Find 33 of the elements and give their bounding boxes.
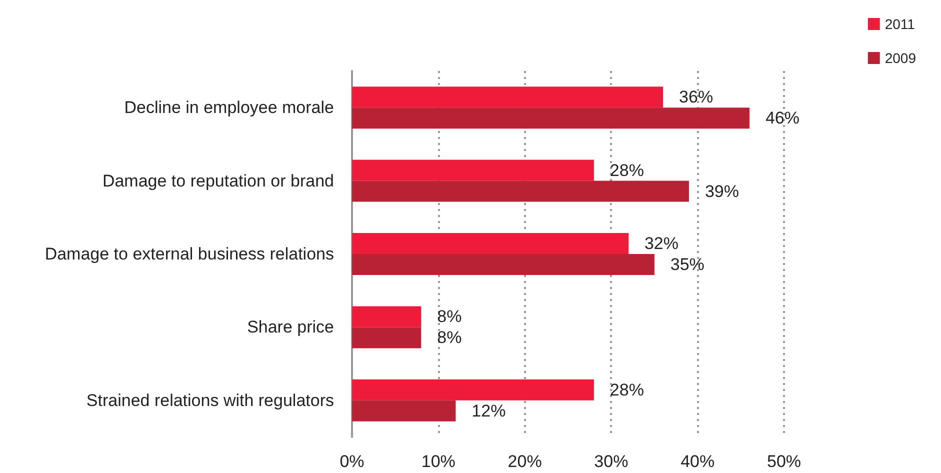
data-label: 8% [437, 307, 462, 326]
legend-label: 2009 [884, 50, 916, 66]
legend-label: 2011 [884, 16, 916, 32]
bar [352, 400, 456, 422]
data-label: 39% [704, 182, 739, 201]
data-label: 12% [472, 401, 506, 420]
bar [352, 108, 750, 129]
data-label: 32% [644, 234, 679, 253]
data-label: 8% [437, 328, 462, 348]
y-tick-label: Strained relations with regulators [86, 390, 334, 410]
x-tick-label: 50% [766, 452, 802, 471]
bar [352, 160, 594, 181]
y-tick-label: Share price [247, 318, 334, 337]
bar [352, 254, 654, 275]
bar [352, 180, 689, 202]
bar [352, 86, 664, 108]
bar [352, 379, 594, 400]
data-label: 46% [765, 108, 800, 128]
x-tick-label: 0% [340, 452, 364, 471]
x-tick-label: 20% [508, 452, 542, 471]
x-tick-label: 40% [680, 452, 715, 471]
y-tick-label: Damage to reputation or brand [102, 171, 334, 190]
x-tick-label: 10% [421, 452, 456, 471]
data-label: 28% [610, 160, 644, 180]
data-label: 36% [679, 88, 714, 107]
bar [352, 233, 628, 254]
y-tick-label: Decline in employee morale [124, 98, 334, 118]
data-label: 35% [670, 255, 704, 274]
data-label: 28% [610, 380, 644, 400]
x-tick-label: 30% [594, 452, 628, 471]
y-tick-label: Damage to external business relations [44, 244, 334, 264]
bar [352, 327, 422, 348]
bar [352, 306, 422, 328]
